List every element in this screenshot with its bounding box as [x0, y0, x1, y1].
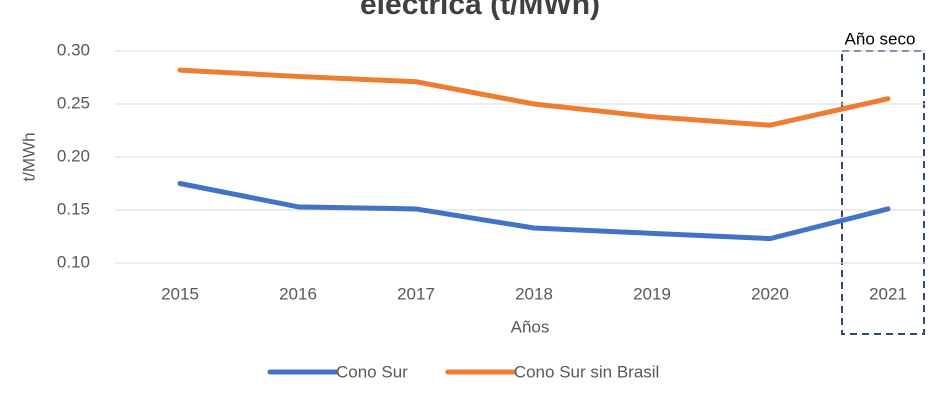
- legend-label: Cono Sur: [336, 362, 408, 381]
- x-tick-label: 2021: [869, 284, 907, 303]
- x-tick-label: 2018: [515, 284, 553, 303]
- x-tick-label: 2019: [633, 284, 671, 303]
- legend-label: Cono Sur sin Brasil: [514, 362, 660, 381]
- x-tick-label: 2017: [397, 284, 435, 303]
- chart-title: eléctrica (t/MWh): [360, 0, 600, 21]
- line-series: [177, 67, 891, 128]
- line-series: [177, 181, 891, 242]
- y-tick-label: 0.30: [57, 40, 90, 59]
- y-tick-label: 0.20: [57, 146, 90, 165]
- x-tick-label: 2020: [751, 284, 789, 303]
- x-tick-label: 2016: [279, 284, 317, 303]
- x-tick-label: 2015: [161, 284, 199, 303]
- annotation: Año seco: [845, 29, 916, 48]
- x-axis-label: Años: [511, 317, 550, 336]
- y-axis-label: t/MWh: [19, 132, 38, 181]
- y-tick-label: 0.15: [57, 199, 90, 218]
- y-tick-label: 0.25: [57, 93, 90, 112]
- y-tick-label: 0.10: [57, 252, 90, 271]
